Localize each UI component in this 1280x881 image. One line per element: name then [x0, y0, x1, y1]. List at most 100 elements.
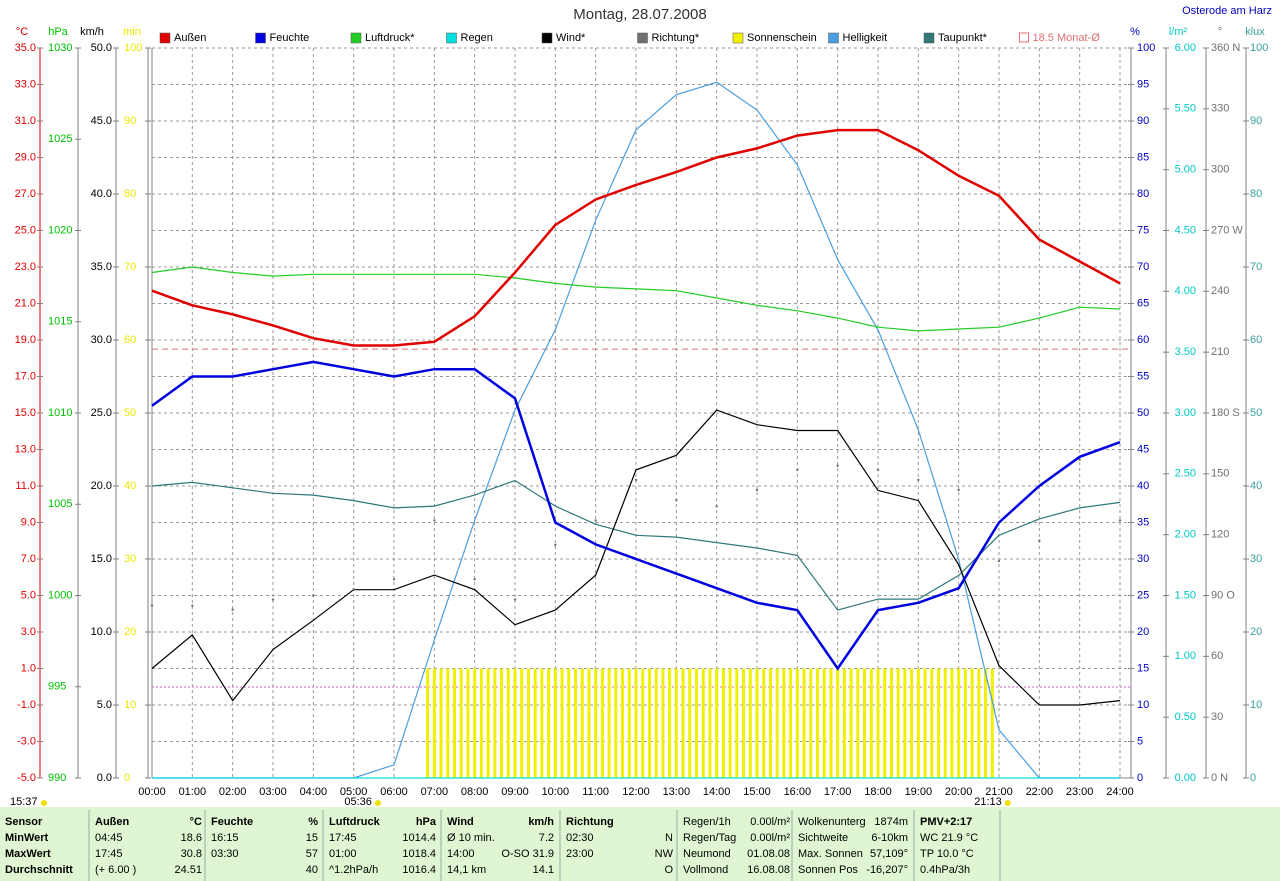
direction-dot [392, 578, 396, 581]
sunshine-bar [950, 668, 954, 778]
x-tick-label: 24:00 [1106, 786, 1134, 798]
sunshine-bar [654, 668, 658, 778]
info-cell: 0.00l/m² [750, 816, 790, 828]
y-tick-label: 100 [124, 42, 142, 54]
y-tick-label: 11.0 [15, 480, 36, 492]
y-tick-label: 30 [1250, 553, 1262, 565]
sunshine-bar [883, 668, 887, 778]
legend-label: Sonnenschein [747, 32, 817, 44]
series-line [151, 360, 1121, 671]
y-tick-label: 100 [1250, 42, 1268, 54]
direction-dot [876, 468, 880, 471]
y-tick-label: 20 [124, 626, 136, 638]
legend-label: Richtung* [652, 32, 700, 44]
y-tick-label: 5 [1137, 735, 1143, 747]
sunshine-bar [923, 668, 927, 778]
sun-marker [374, 800, 381, 806]
cell: 14,1 km [447, 864, 486, 876]
y-tick-label: 90 [124, 115, 136, 127]
sun-marker [41, 800, 47, 806]
cell: 16:15 [211, 832, 239, 844]
y-tick-label: 27.0 [15, 188, 36, 200]
y-tick-label: 25.0 [15, 224, 36, 236]
sunshine-bar [647, 668, 651, 778]
x-tick-label: 10:00 [542, 786, 570, 798]
sunshine-bar [641, 668, 645, 778]
y-tick-label: 1015 [48, 316, 72, 328]
y-tick-label: 25.0 [91, 407, 112, 419]
info-cell: 01.08.08 [747, 848, 790, 860]
axis-unit: °C [16, 26, 28, 38]
y-tick-label: 70 [124, 261, 136, 273]
axis-unit: % [1130, 26, 1140, 38]
y-tick-label: 35 [1137, 516, 1149, 528]
y-tick-label: 1025 [48, 133, 72, 145]
y-tick-label: 180 S [1211, 407, 1240, 419]
sunshine-bar [809, 668, 813, 778]
y-tick-label: 5.00 [1175, 164, 1196, 176]
sunshine-bar [977, 668, 981, 778]
cell: 23:00 [566, 848, 594, 860]
y-tick-label: 70 [1137, 261, 1149, 273]
direction-dot [594, 519, 597, 522]
sunshine-bar [728, 668, 732, 778]
row-label: Sensor [5, 816, 43, 828]
cell: 40 [306, 864, 318, 876]
x-tick-label: 02:00 [219, 786, 247, 798]
cell: 1016.4 [402, 864, 436, 876]
y-tick-label: 30 [1137, 553, 1149, 565]
sunshine-bar [916, 668, 920, 778]
info-cell: Sonnen Pos [798, 864, 858, 876]
x-tick-label: 22:00 [1026, 786, 1054, 798]
summary-panel [0, 807, 1280, 881]
cell: 03:30 [211, 848, 239, 860]
y-tick-label: 29.0 [15, 151, 36, 163]
y-tick-label: 300 [1211, 164, 1229, 176]
x-tick-label: 01:00 [179, 786, 207, 798]
y-tick-label: 0.0 [97, 772, 112, 784]
x-tick-label: 07:00 [421, 786, 449, 798]
x-tick-label: 16:00 [784, 786, 812, 798]
info-cell: Vollmond [683, 864, 728, 876]
y-tick-label: 45 [1137, 443, 1149, 455]
y-tick-label: 80 [1137, 188, 1149, 200]
sunshine-bar [721, 668, 725, 778]
y-tick-label: 2.00 [1175, 529, 1196, 541]
legend-label: 18.5 Monat-Ø [1033, 32, 1101, 44]
sunshine-bar [493, 668, 497, 778]
sunshine-bar [439, 668, 443, 778]
y-tick-label: 0.00 [1175, 772, 1196, 784]
y-tick-label: 20 [1250, 626, 1262, 638]
y-tick-label: 15 [1137, 662, 1149, 674]
y-tick-label: 10 [1250, 699, 1262, 711]
sunshine-bar [889, 668, 893, 778]
y-tick-label: 990 [48, 772, 66, 784]
direction-dot [312, 594, 315, 597]
sunshine-bar [742, 668, 746, 778]
sunshine-bar [715, 668, 719, 778]
sunshine-bar [520, 668, 524, 778]
legend-swatch [446, 32, 457, 44]
y-tick-label: 95 [1137, 78, 1149, 90]
y-tick-label: 4.00 [1175, 285, 1196, 297]
y-tick-label: 40 [1137, 480, 1149, 492]
sunshine-bar [802, 668, 806, 778]
info-cell: 6-10km [871, 832, 908, 844]
y-tick-label: 60 [1211, 650, 1223, 662]
y-tick-label: 0 [124, 772, 130, 784]
cell: 04:45 [95, 832, 123, 844]
sunshine-bar [957, 668, 961, 778]
y-tick-label: 1.0 [21, 662, 36, 674]
legend-label: Wind* [556, 32, 586, 44]
y-tick-label: 6.00 [1175, 42, 1196, 54]
y-tick-label: 40.0 [91, 188, 112, 200]
y-tick-label: 60 [1250, 334, 1262, 346]
column-header: hPa [416, 816, 437, 828]
info-cell: 57,109° [870, 848, 908, 860]
y-tick-label: 75 [1137, 224, 1149, 236]
y-tick-label: 25 [1137, 589, 1149, 601]
direction-dot [473, 578, 476, 581]
column-header: Außen [95, 816, 130, 828]
sunshine-bar [896, 668, 900, 778]
legend-label: Außen [174, 32, 206, 44]
